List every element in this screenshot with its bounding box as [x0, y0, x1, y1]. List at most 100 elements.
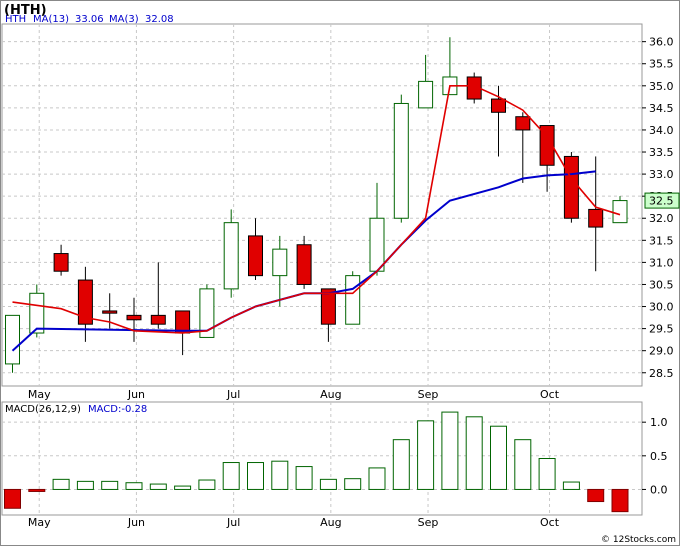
macd-bar-positive [101, 480, 119, 490]
candle-up [393, 94, 409, 223]
price-x-label: Jun [127, 388, 145, 401]
macd-tick-label: 0.0 [650, 483, 668, 496]
macd-bar-negative [28, 488, 46, 492]
macd-legend-label: MACD(26,12,9) [5, 404, 81, 415]
price-tick-label: 31.0 [649, 256, 674, 269]
price-tick-label: 31.5 [649, 234, 674, 247]
candle-body [77, 279, 93, 325]
candle-down [466, 72, 482, 104]
price-tick-label: 29.0 [649, 345, 674, 358]
legend-ma3-value: 32.08 [145, 14, 174, 25]
price-x-axis-labels: May Jun Jul Aug Sep Oct [28, 388, 560, 401]
macd-bar-negative [611, 488, 629, 513]
macd-bar-positive [441, 411, 459, 490]
candle-body [223, 222, 239, 290]
legend-ma3-label: MA(3) [109, 14, 139, 25]
candle-body [126, 314, 142, 321]
legend-ma13-value: 33.06 [75, 14, 104, 25]
candle-body [5, 314, 20, 365]
price-panel: 28.5 29.0 29.5 30.0 30.5 31.0 31.5 32.0 32.5 33.0… [1, 14, 680, 401]
price-tick-label: 34.5 [649, 102, 674, 115]
macd-axis-ticks: 0.0 0.5 1.0 [642, 416, 668, 496]
price-x-label: Oct [540, 388, 560, 401]
macd-bar-positive [76, 480, 94, 490]
price-tick-label: 29.5 [649, 323, 674, 336]
candle-body [393, 102, 409, 219]
legend-ticker: HTH [5, 14, 26, 25]
macd-bar-positive [149, 483, 167, 490]
price-x-label: May [28, 388, 51, 401]
candle-body [466, 76, 482, 100]
macd-bar-positive [247, 462, 264, 490]
price-tick-label: 35.0 [649, 80, 674, 93]
candle-up [345, 271, 361, 325]
last-price-tag: 32.5 [644, 192, 680, 209]
macd-bar-positive [295, 466, 313, 490]
macd-bars [4, 411, 629, 513]
candle-up [612, 196, 628, 224]
macd-x-label: Sep [418, 516, 439, 529]
macd-bar-positive [271, 460, 289, 490]
macd-bar-positive [392, 439, 410, 490]
price-tick-label: 30.0 [649, 301, 674, 314]
candle-body [29, 292, 45, 334]
watermark: © 12Stocks.com [601, 535, 676, 545]
candle-body [53, 253, 69, 272]
candle-body [150, 314, 166, 325]
candle-down [588, 156, 604, 272]
candle-body [612, 200, 628, 224]
candle-body [563, 155, 579, 219]
macd-bar-positive [562, 481, 580, 490]
price-tick-label: 28.5 [649, 367, 674, 380]
candle-up [272, 235, 288, 307]
candle-body [199, 288, 215, 338]
macd-tick-label: 1.0 [650, 416, 668, 429]
price-tick-label: 32.0 [649, 212, 674, 225]
macd-bar-positive [222, 462, 240, 490]
macd-x-label: May [28, 516, 51, 529]
macd-bar-positive [490, 425, 507, 490]
macd-bar-negative [587, 488, 605, 503]
candle-up [223, 209, 239, 298]
candle-body [102, 310, 118, 314]
candle-down [248, 218, 263, 281]
macd-bar-positive [319, 478, 337, 490]
candle-body [369, 217, 385, 272]
ma3-line [12, 85, 621, 334]
candle-down [320, 288, 336, 342]
moving-average-lines [11, 85, 621, 352]
price-tick-label: 30.5 [649, 278, 674, 291]
candle-body [418, 80, 434, 109]
macd-bar-positive [52, 478, 70, 490]
macd-x-label: Oct [540, 516, 560, 529]
macd-bar-positive [417, 420, 435, 490]
price-legend: HTH MA(13) 33.06 MA(3) 32.08 [5, 14, 174, 25]
legend-ma13-label: MA(13) [33, 14, 69, 25]
price-tick-label: 34.0 [649, 124, 674, 137]
candle-down [150, 262, 166, 329]
price-tick-label: 36.0 [649, 36, 674, 49]
macd-x-label: Jul [226, 516, 240, 529]
candle-down [515, 112, 531, 183]
last-price-tag-text: 32.5 [649, 195, 674, 208]
macd-x-label: Aug [320, 516, 341, 529]
price-x-label: Sep [418, 388, 439, 401]
candle-down [296, 235, 312, 289]
last-price-tag-bg [644, 192, 680, 209]
macd-bar-positive [514, 439, 532, 490]
price-x-label: Aug [320, 388, 341, 401]
price-tick-label: 33.0 [649, 168, 674, 181]
price-plot-area [1, 23, 643, 387]
macd-x-axis-labels: May Jun Jul Aug Sep Oct [28, 516, 560, 529]
macd-bar-positive [125, 482, 143, 490]
macd-bar-positive [344, 478, 362, 490]
candle-up [5, 314, 20, 373]
candle-body [175, 310, 191, 334]
macd-plot-area [1, 401, 643, 516]
candle-body [491, 98, 506, 113]
candle-up [199, 284, 215, 338]
candle-body [320, 288, 336, 325]
macd-legend-value: MACD:-0.28 [88, 404, 147, 415]
